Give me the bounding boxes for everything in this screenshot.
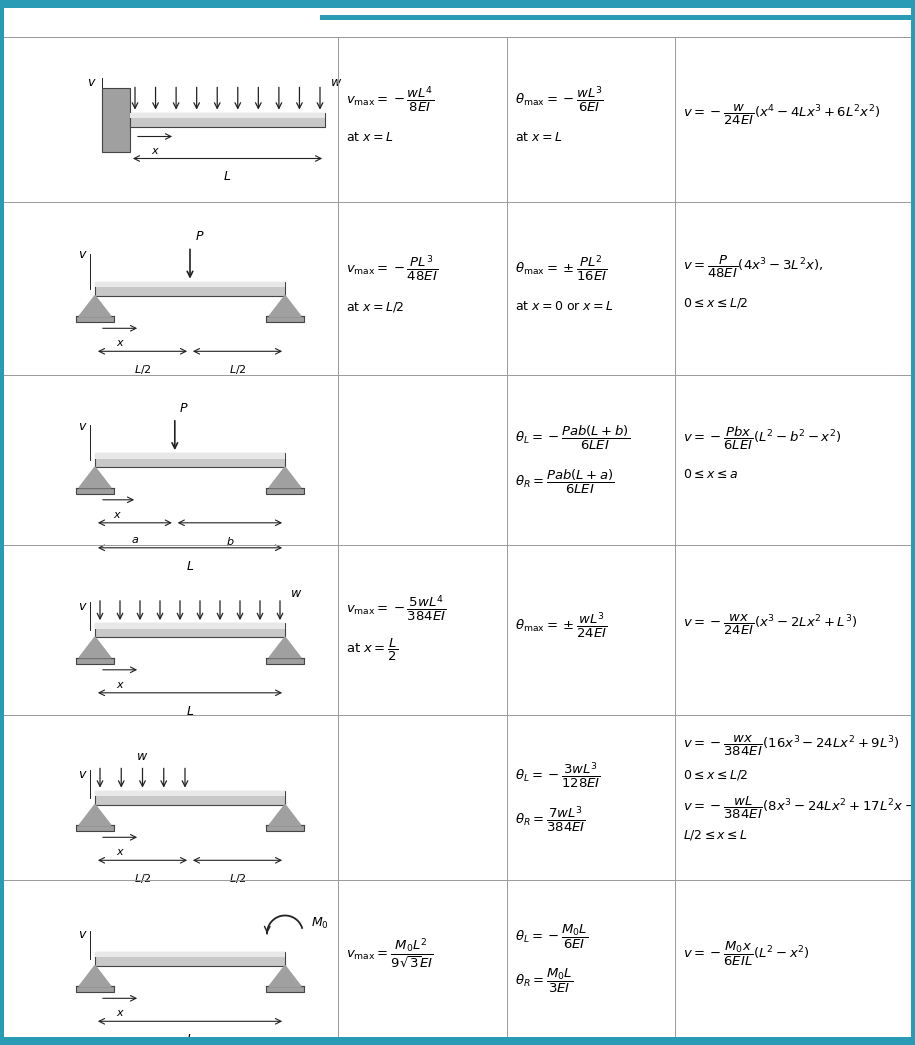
Bar	[0, 8, 4, 1037]
Text: $v_{\mathrm{max}} = -\dfrac{5wL^4}{384EI}$: $v_{\mathrm{max}} = -\dfrac{5wL^4}{384EI…	[346, 594, 447, 623]
Polygon shape	[79, 966, 111, 986]
Text: $v$: $v$	[78, 600, 88, 613]
Text: $v = -\dfrac{wx}{24EI}(x^3 - 2Lx^2 + L^3)$: $v = -\dfrac{wx}{24EI}(x^3 - 2Lx^2 + L^3…	[683, 613, 857, 637]
Bar	[76, 488, 114, 494]
Text: $L$: $L$	[186, 560, 194, 573]
Bar	[911, 8, 915, 1037]
Polygon shape	[79, 467, 111, 488]
Bar	[95, 790, 285, 796]
Text: $x$: $x$	[151, 146, 159, 157]
Text: $w$: $w$	[330, 76, 342, 89]
Bar	[266, 986, 304, 993]
Bar	[4, 8, 911, 37]
Text: $v = -\dfrac{w}{24EI}(x^4 - 4Lx^3 + 6L^2x^2)$: $v = -\dfrac{w}{24EI}(x^4 - 4Lx^3 + 6L^2…	[683, 102, 880, 126]
Bar	[95, 452, 285, 467]
Text: $v = -\dfrac{Pbx}{6LEI}(L^2 - b^2 - x^2)$: $v = -\dfrac{Pbx}{6LEI}(L^2 - b^2 - x^2)…	[683, 424, 842, 451]
Text: $\theta_R = \dfrac{M_0L}{3EI}$: $\theta_R = \dfrac{M_0L}{3EI}$	[515, 967, 573, 995]
Text: $x$: $x$	[115, 680, 124, 690]
Text: $\theta_{\mathrm{max}} = -\dfrac{wL^3}{6EI}$: $\theta_{\mathrm{max}} = -\dfrac{wL^3}{6…	[515, 85, 604, 114]
Text: $M_0$: $M_0$	[311, 916, 328, 931]
Text: $v$: $v$	[87, 76, 97, 89]
Text: $v = -\dfrac{M_0x}{6EIL}(L^2 - x^2)$: $v = -\dfrac{M_0x}{6EIL}(L^2 - x^2)$	[683, 939, 810, 968]
Bar	[95, 790, 285, 805]
Bar	[76, 317, 114, 322]
Text: $w$: $w$	[290, 587, 302, 600]
Text: $\theta_{\mathrm{max}} = \pm\dfrac{wL^3}{24EI}$: $\theta_{\mathrm{max}} = \pm\dfrac{wL^3}…	[515, 610, 608, 640]
Text: $\theta_L = -\dfrac{M_0L}{6EI}$: $\theta_L = -\dfrac{M_0L}{6EI}$	[515, 923, 588, 951]
Polygon shape	[269, 966, 301, 986]
Text: $v$: $v$	[78, 929, 88, 942]
Text: $L/2 \leq x \leq L$: $L/2 \leq x \leq L$	[683, 829, 748, 842]
Text: $v = -\dfrac{wx}{384EI}(16x^3 - 24Lx^2 + 9L^3)$: $v = -\dfrac{wx}{384EI}(16x^3 - 24Lx^2 +…	[683, 734, 899, 758]
Text: $\theta_L = -\dfrac{3wL^3}{128EI}$: $\theta_L = -\dfrac{3wL^3}{128EI}$	[515, 761, 601, 790]
Polygon shape	[79, 637, 111, 657]
Text: $x$: $x$	[115, 847, 124, 857]
Text: $b$: $b$	[226, 535, 234, 547]
Bar	[95, 623, 285, 637]
Text: $L/2$: $L/2$	[229, 873, 246, 885]
Text: $L$: $L$	[186, 704, 194, 718]
Text: $v$: $v$	[78, 767, 88, 781]
Bar	[76, 986, 114, 993]
Bar	[76, 657, 114, 664]
Bar	[95, 281, 285, 287]
Polygon shape	[269, 467, 301, 488]
Text: $L/2$: $L/2$	[229, 364, 246, 376]
Text: $\theta_R = \dfrac{7wL^3}{384EI}$: $\theta_R = \dfrac{7wL^3}{384EI}$	[515, 805, 586, 834]
Bar	[130, 113, 325, 118]
Bar	[102, 88, 130, 152]
Bar	[320, 15, 911, 20]
Text: $v$: $v$	[78, 249, 88, 261]
Text: $v_{\mathrm{max}} = \dfrac{M_0L^2}{9\sqrt{3}EI}$: $v_{\mathrm{max}} = \dfrac{M_0L^2}{9\sqr…	[346, 936, 434, 971]
Text: $0 \leq x \leq L/2$: $0 \leq x \leq L/2$	[683, 297, 748, 310]
Polygon shape	[79, 296, 111, 317]
Text: $0 \leq x \leq a$: $0 \leq x \leq a$	[683, 468, 737, 482]
Polygon shape	[269, 805, 301, 826]
Bar	[266, 826, 304, 832]
Text: $L/2$: $L/2$	[134, 873, 151, 885]
Text: $v$: $v$	[78, 420, 88, 433]
Polygon shape	[269, 296, 301, 317]
Text: at $x = L$: at $x = L$	[515, 131, 563, 144]
Text: $P$: $P$	[178, 402, 188, 415]
Text: $x$: $x$	[115, 339, 124, 348]
Bar	[95, 952, 285, 966]
Text: at $x = 0$ or $x = L$: at $x = 0$ or $x = L$	[515, 300, 614, 314]
Text: $\theta_L = -\dfrac{Pab(L + b)}{6LEI}$: $\theta_L = -\dfrac{Pab(L + b)}{6LEI}$	[515, 424, 630, 452]
Text: $a$: $a$	[131, 535, 139, 544]
Text: at $x = L$: at $x = L$	[346, 131, 393, 144]
Text: at $x = L/2$: at $x = L/2$	[346, 300, 404, 314]
Text: $v = \dfrac{P}{48EI}(4x^3 - 3L^2x),$: $v = \dfrac{P}{48EI}(4x^3 - 3L^2x),$	[683, 254, 824, 280]
Text: at $x = \dfrac{L}{2}$: at $x = \dfrac{L}{2}$	[346, 637, 398, 664]
Text: $x$: $x$	[113, 510, 122, 519]
Bar	[95, 452, 285, 459]
Bar	[76, 826, 114, 832]
Bar	[95, 952, 285, 957]
Bar	[266, 317, 304, 322]
Text: $w$: $w$	[136, 750, 148, 764]
Text: $\theta_R = \dfrac{Pab(L + a)}{6LEI}$: $\theta_R = \dfrac{Pab(L + a)}{6LEI}$	[515, 468, 615, 496]
Bar	[266, 488, 304, 494]
Text: Beam Deflections and Slopes (continued): Beam Deflections and Slopes (continued)	[14, 11, 432, 30]
Text: $v = -\dfrac{wL}{384EI}(8x^3 - 24Lx^2 + 17L^2x - L^3)$: $v = -\dfrac{wL}{384EI}(8x^3 - 24Lx^2 + …	[683, 794, 915, 820]
Text: $L$: $L$	[186, 1034, 194, 1045]
Bar	[130, 113, 325, 126]
Text: $L/2$: $L/2$	[134, 364, 151, 376]
Text: $v_{\mathrm{max}} = -\dfrac{wL^4}{8EI}$: $v_{\mathrm{max}} = -\dfrac{wL^4}{8EI}$	[346, 85, 435, 114]
Text: $L$: $L$	[223, 170, 231, 184]
Text: $\theta_{\mathrm{max}} = \pm\dfrac{PL^2}{16EI}$: $\theta_{\mathrm{max}} = \pm\dfrac{PL^2}…	[515, 254, 608, 283]
Text: $P$: $P$	[195, 231, 205, 243]
Bar	[0, 1037, 915, 1045]
Polygon shape	[79, 805, 111, 826]
Polygon shape	[269, 637, 301, 657]
Text: $0 \leq x \leq L/2$: $0 \leq x \leq L/2$	[683, 768, 748, 783]
Text: $v_{\mathrm{max}} = -\dfrac{PL^3}{48EI}$: $v_{\mathrm{max}} = -\dfrac{PL^3}{48EI}$	[346, 254, 438, 283]
Bar	[266, 657, 304, 664]
Bar	[0, 0, 915, 8]
Bar	[95, 281, 285, 296]
Text: $x$: $x$	[115, 1008, 124, 1018]
Bar	[95, 623, 285, 629]
